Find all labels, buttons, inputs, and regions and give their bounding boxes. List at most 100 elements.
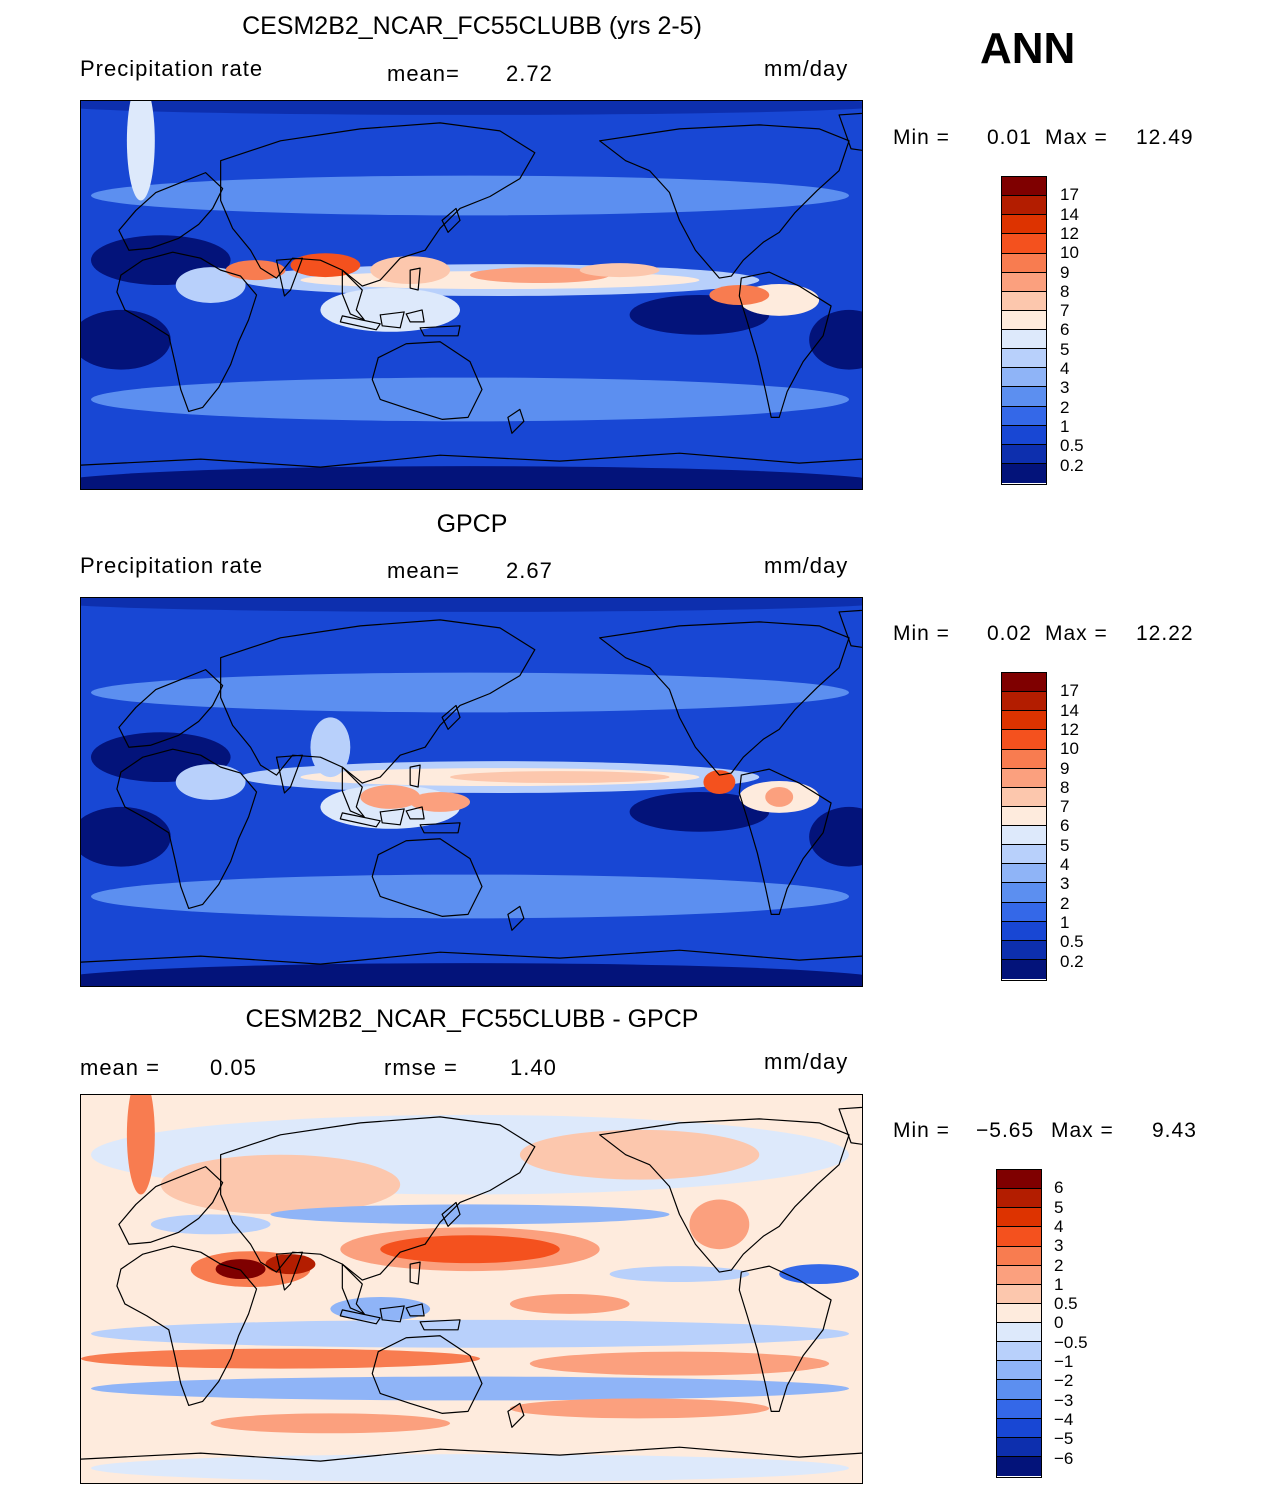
panel3-rmse-value: 1.40 bbox=[510, 1055, 557, 1080]
colorbar-tick-label: −1 bbox=[1054, 1352, 1074, 1372]
colorbar-swatch bbox=[997, 1399, 1041, 1419]
precip-contour-field bbox=[809, 806, 862, 867]
coastline bbox=[738, 1265, 832, 1412]
colorbar-swatch bbox=[1002, 806, 1046, 826]
colorbar-tick-label: 6 bbox=[1060, 816, 1070, 836]
precip-contour-field bbox=[779, 1264, 860, 1285]
precip-contour-field bbox=[809, 309, 862, 370]
colorbar-tick-label: −2 bbox=[1054, 1371, 1074, 1391]
colorbar-tick-label: 2 bbox=[1060, 397, 1070, 417]
precip-contour-field bbox=[210, 1413, 451, 1434]
colorbar-swatch bbox=[1002, 749, 1046, 769]
precip-contour-field bbox=[81, 309, 171, 370]
colorbar-swatch bbox=[1002, 406, 1046, 426]
precip-contour-field bbox=[509, 1398, 770, 1419]
colorbar-tick-label: 8 bbox=[1060, 777, 1070, 797]
colorbar-swatch bbox=[1002, 463, 1046, 483]
precip-contour-field bbox=[689, 1199, 750, 1250]
precip-contour-field bbox=[529, 1351, 830, 1376]
colorbar-swatch bbox=[1002, 444, 1046, 464]
panel1-map-svg bbox=[81, 101, 862, 489]
colorbar-tick-label: −0.5 bbox=[1054, 1332, 1088, 1352]
precip-contour-field bbox=[270, 1204, 670, 1225]
precip-contour-field bbox=[629, 792, 770, 832]
coastline bbox=[81, 1446, 862, 1462]
panel1-max-label: Max = bbox=[1045, 126, 1108, 149]
precip-contour-field bbox=[450, 771, 670, 784]
precip-contour-field bbox=[215, 1259, 266, 1280]
panel2-colorbar bbox=[1001, 672, 1047, 981]
panel1-units: mm/day bbox=[764, 56, 849, 81]
coastline bbox=[220, 122, 536, 287]
precip-contour-field bbox=[126, 1095, 155, 1195]
coastline bbox=[339, 315, 381, 331]
colorbar-swatch bbox=[1002, 845, 1046, 865]
colorbar-tick-label: 7 bbox=[1060, 301, 1070, 321]
coastline bbox=[507, 1402, 525, 1428]
panel3-max-value: 9.43 bbox=[1152, 1119, 1197, 1142]
colorbar-tick-label: 4 bbox=[1060, 359, 1070, 379]
colorbar-tick-label: 17 bbox=[1060, 185, 1079, 205]
colorbar-tick-label: 7 bbox=[1060, 797, 1070, 817]
precip-contour-field bbox=[160, 1154, 401, 1215]
coastline bbox=[419, 1319, 461, 1331]
precip-contour-field bbox=[126, 101, 155, 201]
precip-contour-field bbox=[81, 963, 862, 986]
coastline bbox=[275, 1251, 304, 1291]
colorbar-swatch bbox=[1002, 425, 1046, 445]
precip-contour-field bbox=[320, 288, 461, 332]
panel3-max-label: Max = bbox=[1051, 1119, 1114, 1142]
colorbar-swatch bbox=[997, 1456, 1041, 1476]
coastline bbox=[275, 754, 304, 794]
coastline bbox=[116, 1245, 258, 1406]
precip-contour-field bbox=[225, 260, 286, 281]
colorbar-swatch bbox=[1002, 787, 1046, 807]
colorbar-swatch bbox=[997, 1170, 1041, 1190]
colorbar-swatch bbox=[1002, 692, 1046, 712]
colorbar-swatch bbox=[1002, 959, 1046, 979]
precip-contour-field bbox=[410, 792, 471, 812]
panel2-mean-label: mean= bbox=[387, 558, 460, 583]
precip-contour-field bbox=[90, 672, 850, 713]
coastline bbox=[419, 325, 461, 337]
panel2-max-value: 12.22 bbox=[1136, 622, 1194, 645]
precip-contour-field bbox=[175, 764, 246, 800]
colorbar-swatch bbox=[997, 1323, 1041, 1343]
colorbar-swatch bbox=[1002, 215, 1046, 235]
precip-contour-field bbox=[90, 1376, 850, 1401]
coastline bbox=[81, 452, 862, 468]
colorbar-tick-label: 0.2 bbox=[1060, 951, 1084, 971]
colorbar-swatch bbox=[1002, 902, 1046, 922]
precip-contour-field bbox=[629, 295, 770, 335]
colorbar-swatch bbox=[997, 1342, 1041, 1362]
colorbar-swatch bbox=[997, 1189, 1041, 1209]
colorbar-swatch bbox=[997, 1284, 1041, 1304]
colorbar-swatch bbox=[1002, 234, 1046, 254]
colorbar-swatch bbox=[1002, 196, 1046, 216]
colorbar-swatch bbox=[1002, 291, 1046, 311]
coastline bbox=[341, 269, 365, 321]
panel3-mean-value: 0.05 bbox=[210, 1055, 257, 1080]
precip-contour-field bbox=[579, 263, 660, 278]
panel2-mean-value: 2.67 bbox=[506, 558, 553, 583]
panel1-min-value: 0.01 bbox=[987, 126, 1032, 149]
colorbar-tick-label: 0.5 bbox=[1054, 1294, 1078, 1314]
colorbar-swatch bbox=[1002, 310, 1046, 330]
coastline bbox=[118, 669, 224, 748]
colorbar-tick-label: 1 bbox=[1060, 417, 1070, 437]
colorbar-swatch bbox=[1002, 253, 1046, 273]
coastline bbox=[599, 1118, 850, 1273]
precip-contour-field bbox=[703, 770, 736, 794]
colorbar-swatch bbox=[1002, 387, 1046, 407]
coastline bbox=[405, 1303, 425, 1317]
panel3-mean-label: mean = bbox=[80, 1055, 160, 1080]
colorbar-swatch bbox=[1002, 883, 1046, 903]
precip-contour-field bbox=[90, 1319, 850, 1348]
precip-contour-field bbox=[765, 787, 794, 807]
colorbar-tick-label: 2 bbox=[1060, 893, 1070, 913]
coastline bbox=[118, 172, 224, 251]
precip-contour-field bbox=[81, 806, 171, 867]
precip-contour-field bbox=[150, 1214, 271, 1235]
coastline bbox=[341, 1263, 365, 1315]
panel1-colorbar bbox=[1001, 176, 1047, 485]
